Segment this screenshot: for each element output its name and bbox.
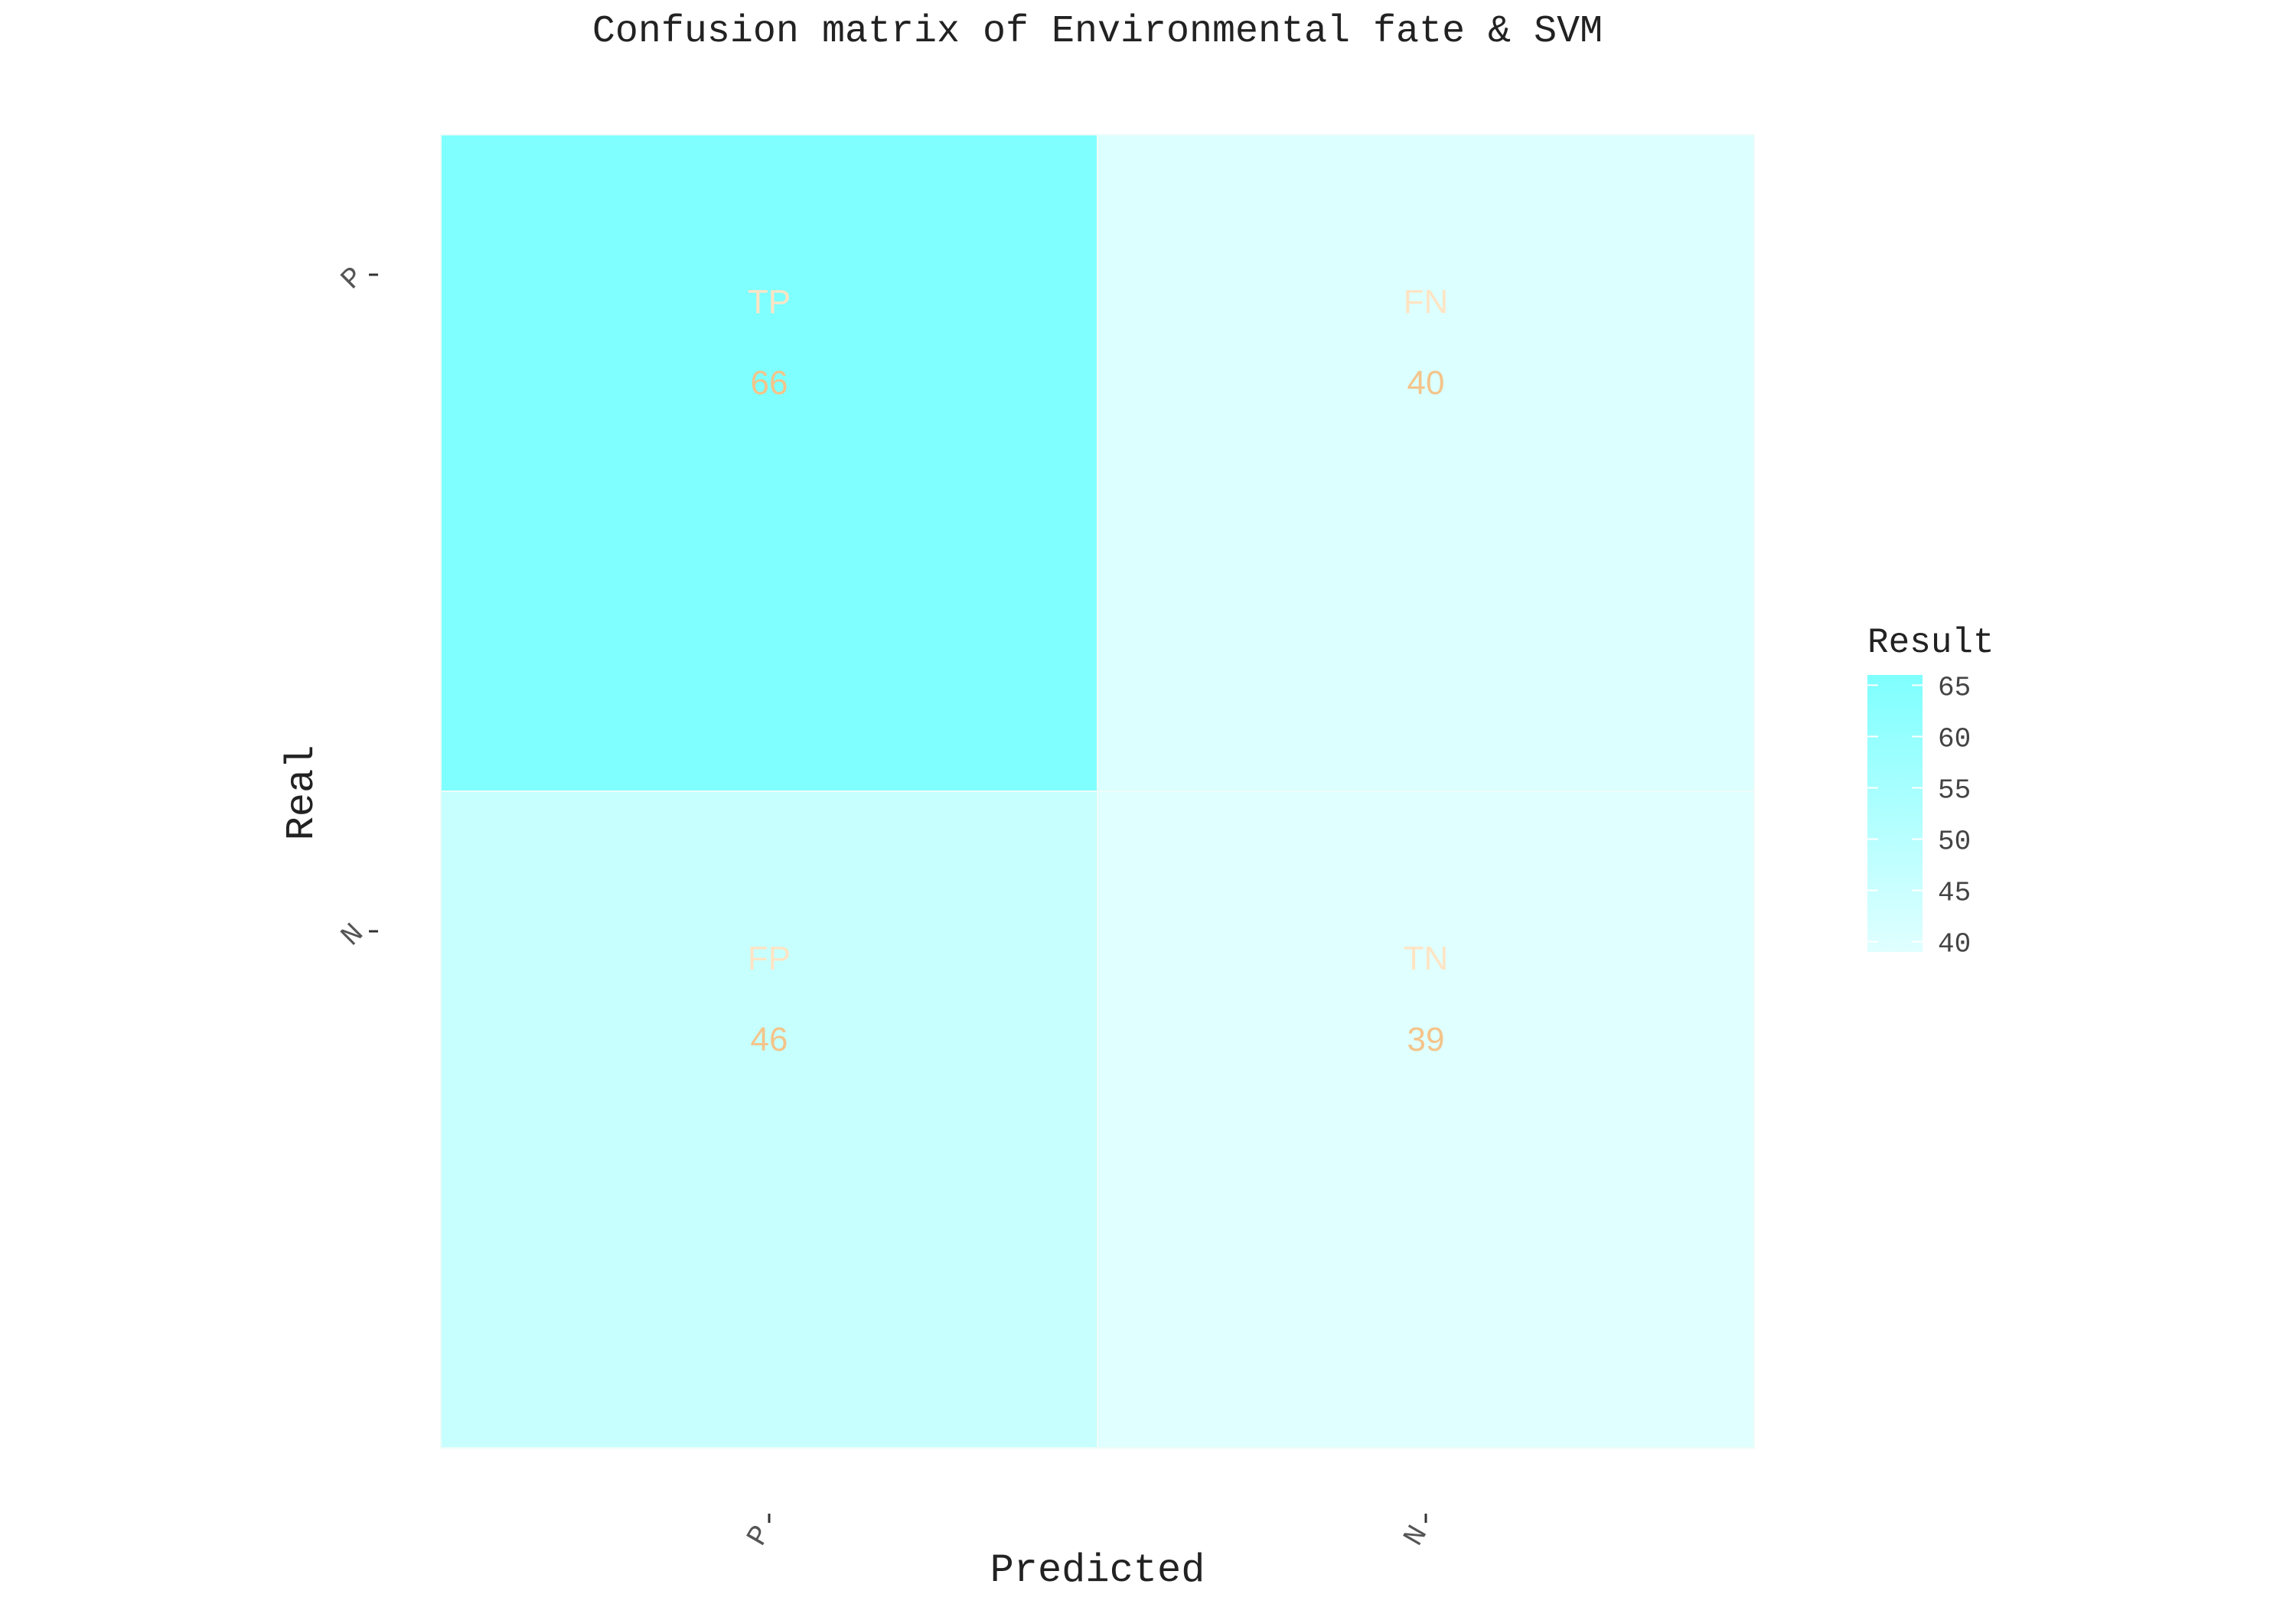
x-tick-label-n: N xyxy=(1397,1521,1435,1552)
cell-value-fp: 46 xyxy=(751,1021,788,1058)
heatmap-cell-tp xyxy=(440,134,1098,792)
cell-label-fp: FP xyxy=(748,940,791,977)
x-tick-label-p: P xyxy=(741,1521,778,1552)
legend-tick-label-50: 50 xyxy=(1938,826,1971,858)
legend-tick-label-45: 45 xyxy=(1938,878,1971,909)
heatmap-cell-fp xyxy=(440,790,1098,1449)
legend-tick-label-60: 60 xyxy=(1938,723,1971,755)
legend-tick-label-65: 65 xyxy=(1938,672,1971,703)
legend-ticks: 65 60 55 50 45 40 xyxy=(1867,672,1971,960)
heatmap-cell-texts: TP 66 FN 40 FP 46 TN 39 xyxy=(748,283,1448,1058)
heatmap-cell-tn xyxy=(1097,790,1755,1449)
color-legend: Result 65 60 55 50 45 40 xyxy=(1867,623,1994,960)
cell-value-tn: 39 xyxy=(1407,1021,1445,1058)
legend-tick-label-55: 55 xyxy=(1938,774,1971,806)
heatmap-cell-fn xyxy=(1097,134,1755,792)
x-axis-label: Predicted xyxy=(990,1548,1205,1593)
y-tick-label-p: P xyxy=(335,261,371,297)
legend-colorbar xyxy=(1867,675,1923,952)
y-tick-label-n: N xyxy=(335,918,371,953)
chart-title: Confusion matrix of Environmental fate &… xyxy=(592,10,1603,54)
cell-label-tn: TN xyxy=(1404,940,1449,977)
y-axis-label: Real xyxy=(279,745,325,841)
cell-value-tp: 66 xyxy=(751,364,788,402)
heatmap-cells xyxy=(440,134,1755,1449)
cell-value-fn: 40 xyxy=(1407,364,1445,402)
legend-tick-label-40: 40 xyxy=(1938,929,1971,960)
y-axis-ticks: PN xyxy=(335,261,378,953)
cell-label-fn: FN xyxy=(1404,283,1449,321)
cell-label-tp: TP xyxy=(748,283,791,321)
legend-title: Result xyxy=(1867,623,1994,663)
